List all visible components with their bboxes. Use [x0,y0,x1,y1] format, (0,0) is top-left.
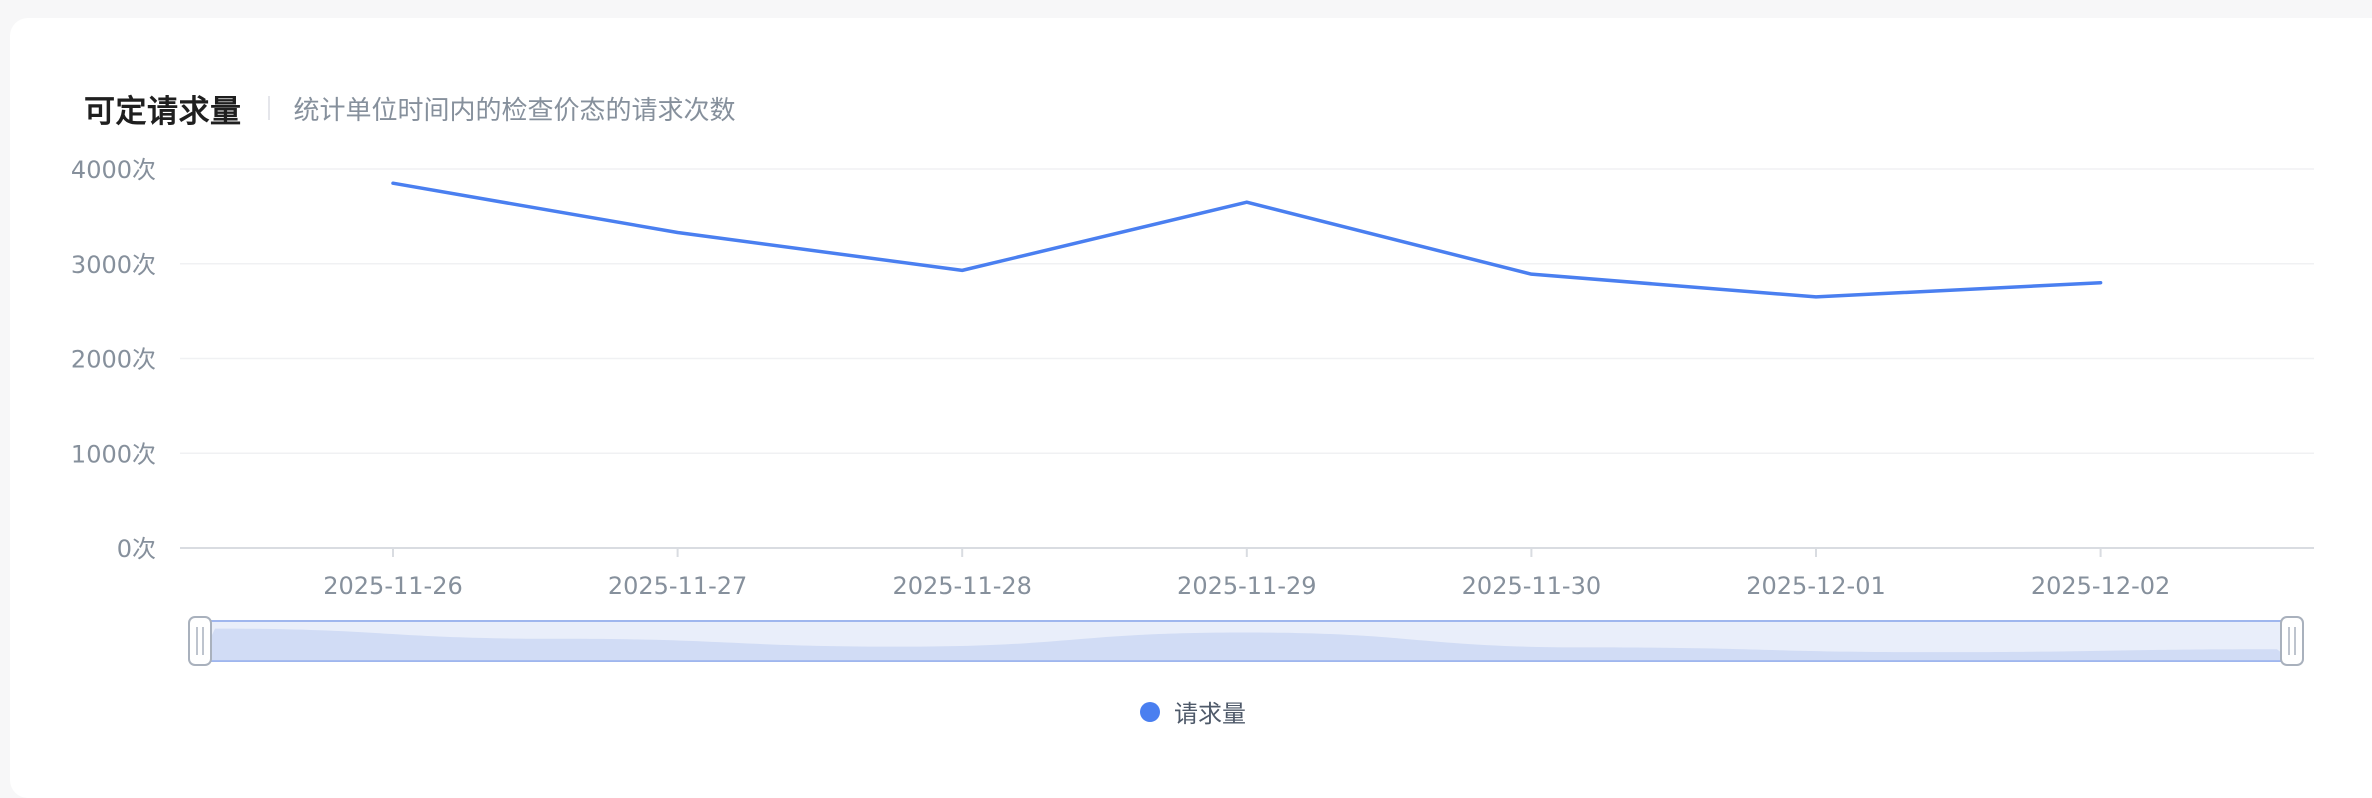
line-chart: 0次 1000次 2000次 3000次 4000次 2025-11-26 2025-11-… [71,156,2314,666]
zoom-handle-body[interactable] [188,616,212,666]
legend-item-requests[interactable]: 请求量 [1140,694,1246,729]
x-tick-label: 2025-11-30 [1462,572,1601,600]
x-tick-label: 2025-12-02 [2031,572,2170,600]
x-tick-label: 2025-11-27 [608,572,747,600]
y-tick-label: 3000次 [71,251,156,279]
chart-subtitle: 统计单位时间内的检查价态的请求次数 [293,95,736,126]
y-tick-label: 0次 [117,535,156,563]
x-tick-label: 2025-11-28 [892,572,1031,600]
y-tick-label: 2000次 [71,346,156,374]
zoom-handle-left[interactable] [188,616,212,666]
x-tick-label: 2025-12-01 [1746,572,1885,600]
chart-card: 可定请求量 统计单位时间内的检查价态的请求次数 [10,18,2372,798]
x-tick-label: 2025-11-26 [323,572,462,600]
chart-title: 可定请求量 [84,93,242,130]
zoom-selection [199,620,2293,662]
legend-label: 请求量 [1174,700,1246,728]
card-header: 可定请求量 统计单位时间内的检查价态的请求次数 [84,88,736,130]
y-tick-label: 1000次 [71,440,156,468]
legend-dot-icon [1140,701,1160,722]
zoom-handle-right[interactable] [2280,616,2304,666]
title-divider [267,96,270,120]
x-tick-label: 2025-11-29 [1177,572,1316,600]
series-line-requests [391,181,2103,299]
zoom-handle-body[interactable] [2280,616,2304,666]
y-tick-label: 4000次 [71,156,156,184]
